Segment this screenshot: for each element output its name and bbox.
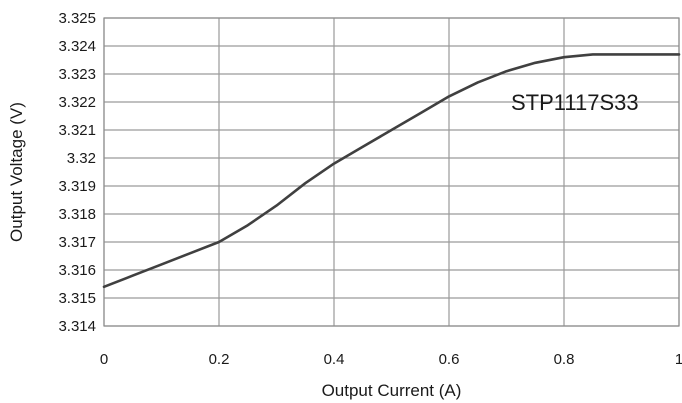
series-line <box>102 53 681 289</box>
x-tick-label: 0.2 <box>209 351 230 368</box>
y-tick-label: 3.318 <box>58 206 96 223</box>
y-tick-label: 3.319 <box>58 178 96 195</box>
y-tick-label: 3.32 <box>67 150 96 167</box>
y-axis-tick-labels: 3.314 3.315 3.316 3.317 3.318 3.319 3.32 3.321 3… <box>58 10 96 335</box>
x-tick-label: 0 <box>100 351 108 368</box>
y-tick-label: 3.315 <box>58 290 96 307</box>
grid <box>103 17 680 327</box>
y-tick-label: 3.317 <box>58 234 96 251</box>
x-tick-label: 0.6 <box>439 351 460 368</box>
y-tick-label: 3.321 <box>58 122 96 139</box>
x-tick-label: 1 <box>675 351 682 368</box>
y-tick-label: 3.314 <box>58 318 96 335</box>
x-axis-label: Output Current (A) <box>322 381 462 400</box>
y-tick-label: 3.323 <box>58 66 96 83</box>
series-annotation: STP1117S33 <box>511 90 639 115</box>
plot-area-frame <box>103 17 680 327</box>
y-tick-label: 3.322 <box>58 94 96 111</box>
x-tick-label: 0.4 <box>324 351 345 368</box>
y-tick-label: 3.324 <box>58 38 96 55</box>
y-axis-label: Output Voltage (V) <box>7 102 26 242</box>
x-tick-label: 0.8 <box>554 351 575 368</box>
y-tick-label: 3.325 <box>58 10 96 27</box>
y-tick-label: 3.316 <box>58 262 96 279</box>
x-axis-tick-labels: 0 0.2 0.4 0.6 0.8 1 <box>100 351 682 368</box>
